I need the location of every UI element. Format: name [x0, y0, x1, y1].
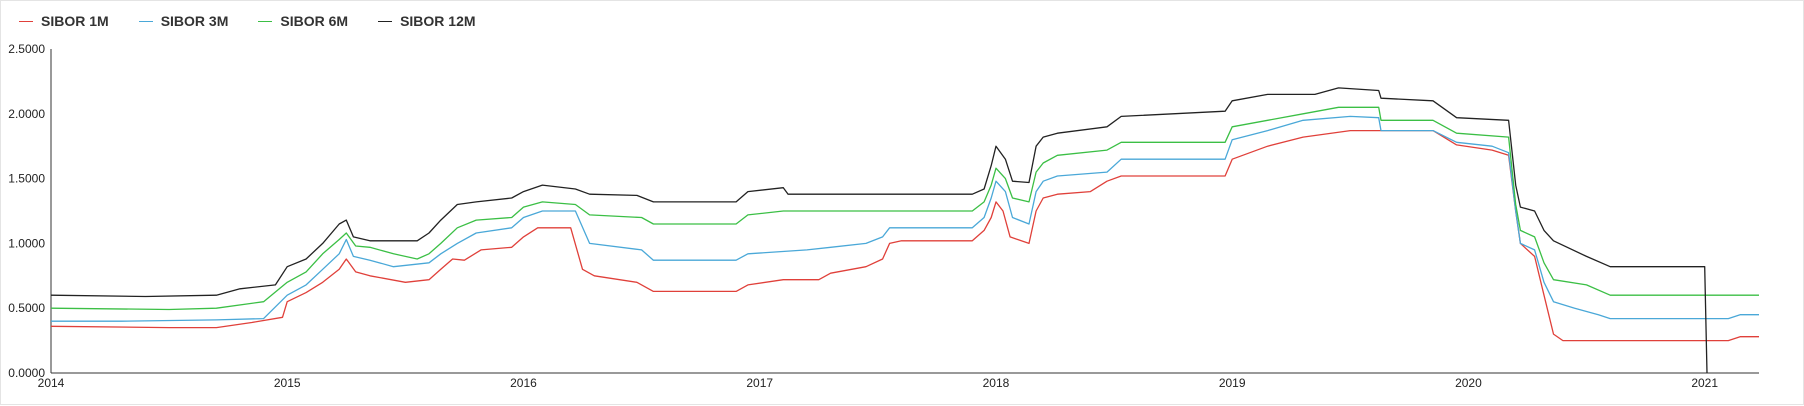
legend-swatch	[19, 20, 33, 22]
legend-swatch	[138, 20, 153, 22]
legend-label: SIBOR 12M	[400, 13, 476, 29]
y-tick-label: 2.0000	[8, 107, 45, 121]
legend-label: SIBOR 3M	[160, 13, 229, 29]
x-tick-label: 2017	[746, 376, 773, 390]
legend-label: SIBOR 6M	[280, 13, 349, 29]
legend-label: SIBOR 1M	[41, 13, 109, 29]
y-tick-label: 1.5000	[8, 172, 45, 186]
legend-item[interactable]: SIBOR 1M	[19, 13, 109, 29]
x-tick-label: 2021	[1691, 376, 1718, 390]
y-tick-label: 0.5000	[8, 301, 45, 315]
y-tick-label: 1.0000	[8, 236, 45, 250]
legend-swatch	[378, 20, 393, 22]
x-tick-label: 2014	[38, 376, 65, 390]
x-tick-label: 2015	[274, 376, 301, 390]
legend-swatch	[258, 20, 273, 22]
y-tick-label: 2.5000	[8, 42, 45, 56]
x-tick-label: 2018	[983, 376, 1010, 390]
x-tick-label: 2019	[1219, 376, 1246, 390]
series-line-sibor-6m	[50, 106, 1759, 311]
legend-item[interactable]: SIBOR 12M	[378, 13, 476, 29]
legend-item[interactable]: SIBOR 6M	[258, 13, 348, 29]
legend-item[interactable]: SIBOR 3M	[138, 13, 229, 29]
x-tick-label: 2020	[1455, 376, 1482, 390]
y-tick-label: 0.0000	[8, 366, 45, 380]
chart-legend: SIBOR 1M SIBOR 3M SIBOR 6M SIBOR 12M	[19, 13, 506, 29]
series-line-sibor-3m	[51, 115, 1759, 322]
series-line-sibor-1m	[50, 129, 1759, 342]
x-tick-label: 2016	[510, 376, 537, 390]
series-line-sibor-12m	[50, 87, 1708, 374]
